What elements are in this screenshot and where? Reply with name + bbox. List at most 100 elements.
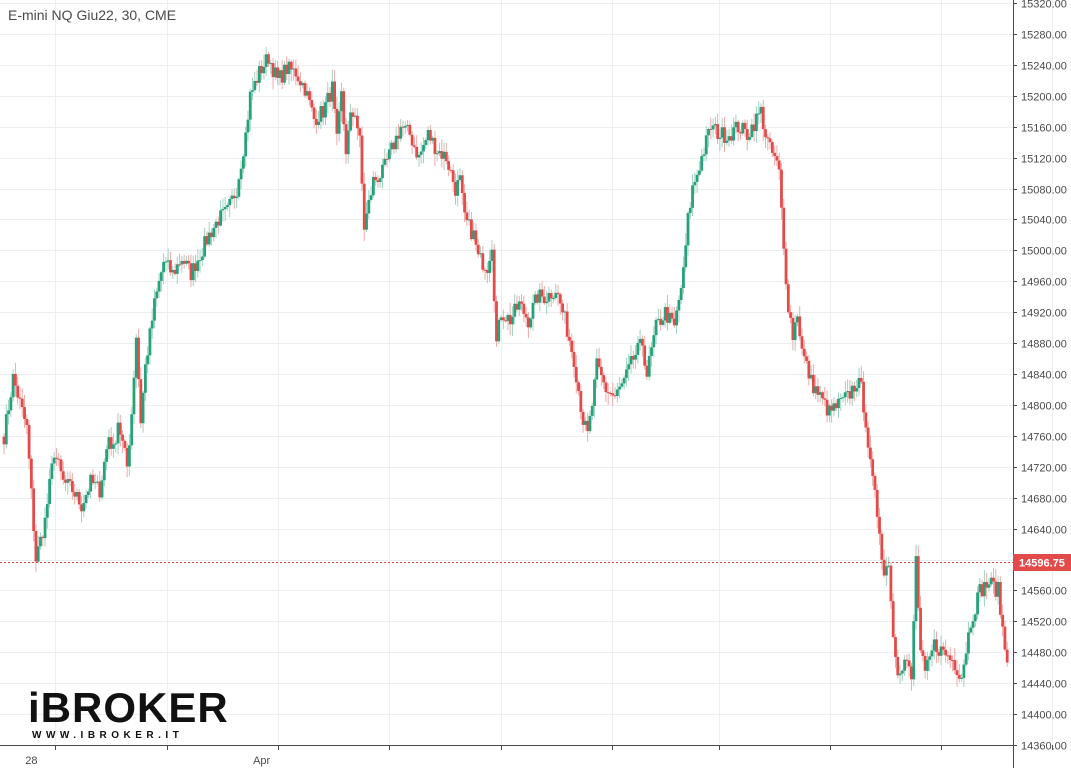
y-tick-label: 14640.00: [1021, 525, 1067, 537]
candle-up: [718, 137, 722, 139]
candle-down: [823, 398, 827, 400]
y-tick-label: 14920.00: [1021, 308, 1067, 320]
candle-up: [531, 303, 535, 319]
candle-down: [25, 419, 29, 425]
candle-up: [682, 267, 685, 289]
candle-up: [114, 443, 118, 445]
candle-down: [483, 269, 487, 271]
candle-down: [29, 458, 33, 489]
candle-down: [492, 249, 496, 302]
candle-up: [150, 320, 154, 329]
candle-down: [61, 471, 65, 480]
candle-up: [301, 83, 305, 86]
candle-down: [64, 479, 67, 483]
candle-down: [508, 314, 512, 325]
y-tick-label: 15040.00: [1021, 215, 1067, 227]
candle-up: [620, 383, 624, 387]
x-axis[interactable]: 28 Apr: [25, 745, 1053, 767]
candle-down: [454, 181, 457, 196]
candle-up: [84, 495, 88, 504]
candle-down: [408, 124, 412, 135]
candle-down: [937, 652, 941, 656]
candle-up: [479, 253, 482, 255]
candles: [2, 46, 1009, 691]
candle-up: [406, 124, 409, 126]
candle-down: [577, 382, 580, 391]
candle-down: [413, 145, 416, 147]
candle-down: [641, 338, 644, 346]
candle-down: [80, 504, 83, 512]
candle-up: [283, 64, 286, 83]
candle-up: [898, 673, 902, 676]
candle-up: [153, 298, 156, 321]
candle-down: [137, 337, 140, 380]
y-axis[interactable]: 14360.00 14400.00 14440.00 14480.00 14520.00…: [1013, 0, 1067, 753]
candle-up: [171, 269, 175, 273]
candle-up: [11, 373, 15, 398]
candle-down: [780, 169, 783, 208]
candle-up: [533, 294, 537, 304]
candle-down: [481, 253, 485, 270]
candle-up: [200, 256, 204, 261]
candle-down: [444, 151, 448, 162]
candle-down: [916, 556, 920, 608]
candle-down: [568, 336, 571, 341]
candle-up: [242, 156, 245, 169]
candle-up: [912, 621, 916, 680]
y-tick-label: 15080.00: [1021, 185, 1067, 197]
candle-up: [656, 318, 660, 320]
candle-down: [501, 317, 505, 321]
candle-down: [57, 458, 61, 460]
candle-up: [627, 364, 631, 370]
candle-up: [987, 584, 991, 588]
candle-up: [978, 584, 982, 593]
candle-up: [914, 556, 918, 622]
candle-down: [561, 303, 564, 313]
candle-up: [707, 128, 710, 136]
candle-down: [515, 303, 519, 310]
candle-down: [606, 392, 610, 394]
y-tick-label: 14960.00: [1021, 277, 1067, 289]
candle-down: [761, 106, 765, 130]
y-tick-label: 15120.00: [1021, 154, 1067, 166]
candle-down: [433, 137, 437, 155]
candle-up: [677, 299, 681, 311]
candle-up: [431, 137, 435, 141]
candle-down: [782, 207, 786, 249]
candle-down: [875, 489, 879, 517]
candle-down: [736, 121, 740, 133]
candle-down: [410, 134, 414, 146]
candle-up: [814, 386, 818, 394]
candle-up: [552, 298, 555, 300]
candle-down: [896, 656, 900, 676]
candle-down: [905, 659, 909, 661]
candle-up: [932, 639, 936, 651]
candle-up: [102, 461, 106, 481]
current-price-tag: 14596.75: [1013, 554, 1071, 571]
candle-down: [2, 436, 6, 445]
candle-up: [134, 337, 138, 378]
candle-up: [66, 479, 70, 483]
candle-down: [428, 130, 432, 141]
candle-down: [415, 146, 419, 158]
candle-up: [7, 410, 10, 415]
candle-up: [399, 126, 403, 139]
candle-down: [878, 516, 881, 534]
candle-down: [360, 135, 364, 184]
candle-up: [554, 292, 558, 299]
candle-down: [374, 176, 378, 181]
candle-up: [796, 316, 799, 323]
candle-down: [173, 269, 177, 274]
candle-down: [299, 81, 302, 86]
candle-up: [162, 261, 165, 273]
candle-down: [570, 340, 574, 353]
y-tick-label: 14840.00: [1021, 370, 1067, 382]
candle-up: [287, 61, 291, 75]
candle-down: [871, 459, 875, 476]
candle-down: [335, 108, 339, 134]
candle-down: [802, 348, 806, 357]
candle-down: [118, 422, 122, 435]
candle-down: [358, 128, 362, 136]
candle-down: [73, 492, 77, 497]
